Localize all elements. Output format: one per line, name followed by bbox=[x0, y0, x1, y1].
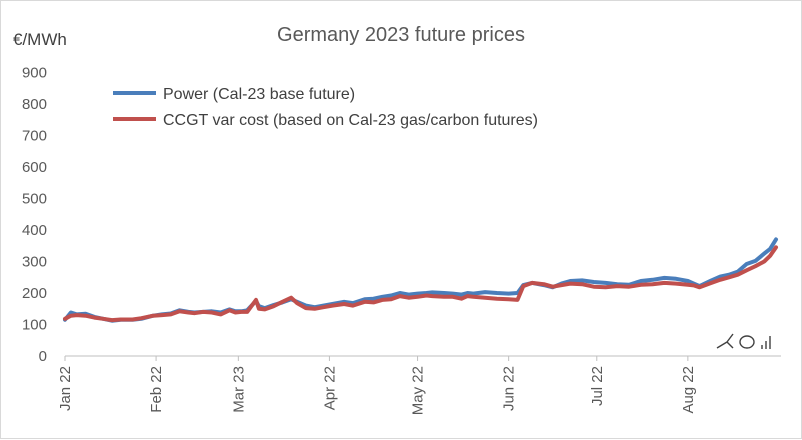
chart-title: Germany 2023 future prices bbox=[277, 24, 525, 46]
legend: Power (Cal-23 base future) CCGT var cost… bbox=[113, 86, 538, 129]
circle-mark bbox=[739, 335, 755, 349]
legend-label-ccgt: CCGT var cost (based on Cal-23 gas/carbo… bbox=[163, 112, 538, 129]
y-tick-label: 300 bbox=[22, 254, 47, 271]
x-tick-label: Aug 22 bbox=[680, 366, 697, 414]
y-tick-label: 600 bbox=[22, 159, 47, 176]
x-tick-label: Mar 23 bbox=[230, 366, 247, 413]
y-tick-label: 400 bbox=[22, 222, 47, 239]
x-tick-label: Jul 22 bbox=[589, 366, 606, 406]
x-tick-label: Feb 22 bbox=[148, 366, 165, 413]
y-tick-label: 200 bbox=[22, 285, 47, 302]
y-tick-label: 0 bbox=[39, 348, 47, 365]
series-line-ccgt bbox=[63, 245, 778, 323]
series-lines bbox=[63, 237, 778, 323]
y-tick-label: 700 bbox=[22, 128, 47, 145]
series-line-power bbox=[63, 237, 778, 323]
y-tick-label: 800 bbox=[22, 96, 47, 113]
x-tick-label: Jun 22 bbox=[501, 366, 518, 411]
bars-mark bbox=[761, 336, 771, 349]
watermark-logo bbox=[716, 333, 771, 349]
legend-label-power: Power (Cal-23 base future) bbox=[163, 86, 355, 103]
fork-mark bbox=[716, 333, 734, 349]
x-tick-label: Apr 22 bbox=[321, 366, 338, 410]
x-tick-label: May 22 bbox=[410, 366, 427, 415]
x-axis-ticks bbox=[64, 356, 689, 361]
y-axis-tick-labels: 0 100 200 300 400 500 600 700 800 900 bbox=[22, 65, 47, 366]
x-axis-tick-labels: Jan 22 Feb 22 Mar 23 Apr 22 May 22 Jun 22 Jul … bbox=[57, 366, 697, 415]
y-axis-unit-label: €/MWh bbox=[13, 30, 67, 49]
y-tick-label: 900 bbox=[22, 65, 47, 82]
x-tick-label: Jan 22 bbox=[57, 366, 74, 411]
y-tick-label: 100 bbox=[22, 317, 47, 334]
y-tick-label: 500 bbox=[22, 191, 47, 208]
